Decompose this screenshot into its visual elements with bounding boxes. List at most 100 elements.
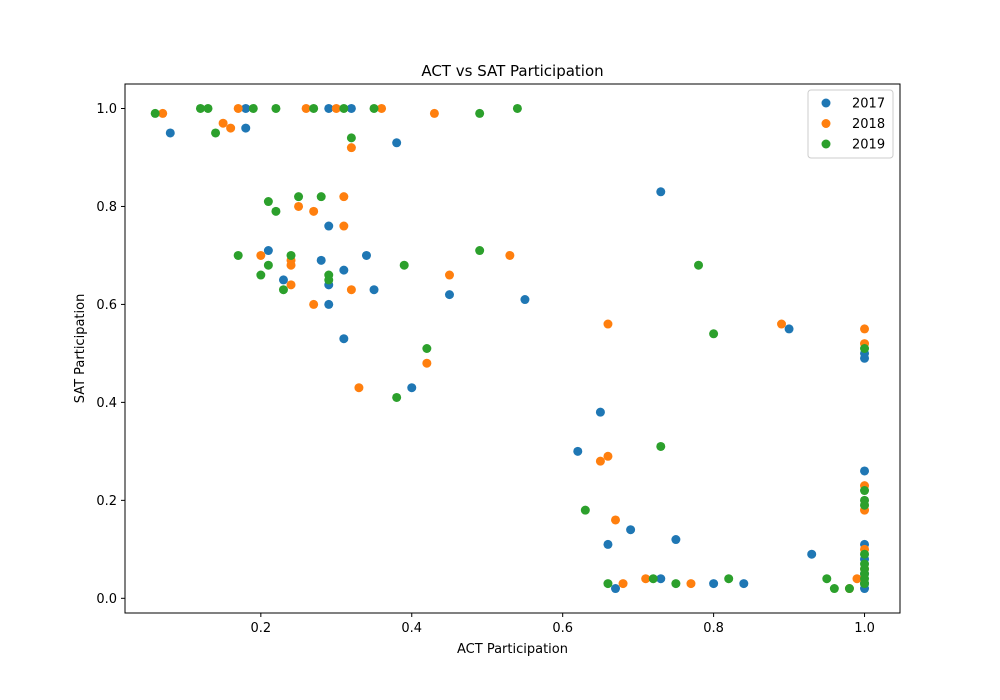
point-2017-33 <box>709 579 719 589</box>
point-2019-25 <box>422 344 432 353</box>
x-tick-label: 0.6 <box>552 621 573 636</box>
y-tick-label: 0.2 <box>96 494 117 509</box>
x-axis: 0.2 0.4 0.6 0.8 1.0 <box>250 613 875 636</box>
point-2019-24 <box>278 285 288 295</box>
point-2018-1 <box>233 103 243 113</box>
point-2019-20 <box>399 260 409 270</box>
x-tick-label: 0.2 <box>250 621 271 636</box>
point-2018-22 <box>354 383 364 393</box>
point-2017-34 <box>739 579 749 589</box>
point-2017-20 <box>784 324 794 334</box>
legend: 2017 2018 2019 <box>807 89 894 159</box>
y-tick-label: 0.8 <box>96 200 117 215</box>
point-2017-31 <box>656 574 666 584</box>
y-tick-label: 0.6 <box>96 298 117 313</box>
point-2017-11 <box>278 275 288 285</box>
point-2017-19 <box>656 187 666 197</box>
point-2019-29 <box>860 344 870 353</box>
point-2017-10 <box>339 265 349 275</box>
y-tick-label: 0.0 <box>96 592 117 607</box>
point-2019-11 <box>346 133 356 143</box>
point-2017-18 <box>407 383 417 393</box>
point-2019-41 <box>603 579 613 589</box>
point-2018-5 <box>429 108 439 118</box>
point-2017-4 <box>346 103 356 113</box>
y-axis-label: SAT Participation <box>73 294 88 404</box>
point-2018-2 <box>301 103 311 113</box>
point-2017-14 <box>324 299 334 309</box>
point-2018-8 <box>346 143 356 153</box>
point-2017-24 <box>573 446 583 456</box>
legend-label-2017: 2017 <box>852 97 885 112</box>
legend-marker-2017 <box>821 98 831 108</box>
point-2019-8 <box>475 108 485 118</box>
point-2019-5 <box>309 103 319 113</box>
point-2017-3 <box>324 103 334 113</box>
point-2019-30 <box>656 441 666 451</box>
point-2018-7 <box>226 123 236 133</box>
point-2017-13 <box>369 285 379 295</box>
point-2019-21 <box>256 270 266 280</box>
point-2017-5 <box>392 138 402 148</box>
point-2017-23 <box>595 407 605 417</box>
point-2018-0 <box>158 108 168 118</box>
point-2017-7 <box>324 221 334 231</box>
point-2019-1 <box>195 103 205 113</box>
point-2019-9 <box>512 103 522 113</box>
point-2019-13 <box>316 192 326 202</box>
point-2019-7 <box>369 103 379 113</box>
point-2018-12 <box>339 221 349 231</box>
point-2018-27 <box>603 451 613 461</box>
point-2018-16 <box>505 250 515 260</box>
point-2017-16 <box>520 295 530 305</box>
point-2019-34 <box>580 505 590 515</box>
plot-frame <box>124 83 901 614</box>
point-2018-4 <box>377 103 387 113</box>
y-tick-label: 1.0 <box>96 102 117 117</box>
point-2019-43 <box>671 579 681 589</box>
point-2017-22 <box>860 353 870 363</box>
point-2019-31 <box>860 486 870 496</box>
point-2019-16 <box>233 250 243 260</box>
point-2019-33 <box>860 500 870 510</box>
point-2019-26 <box>392 392 402 402</box>
point-2019-46 <box>829 584 839 594</box>
x-tick-label: 0.4 <box>401 621 422 636</box>
point-2018-13 <box>256 250 266 260</box>
point-2017-2 <box>241 123 251 133</box>
point-2019-35 <box>860 549 870 559</box>
x-tick-label: 1.0 <box>854 621 875 636</box>
point-2017-17 <box>339 334 349 344</box>
point-2019-4 <box>271 103 281 113</box>
point-2019-27 <box>694 260 704 270</box>
point-2019-45 <box>822 574 832 584</box>
point-2017-32 <box>611 584 621 594</box>
point-2017-27 <box>626 525 636 535</box>
point-2017-9 <box>361 250 371 260</box>
legend-label-2018: 2018 <box>852 117 885 132</box>
point-2018-17 <box>444 270 454 280</box>
point-2017-26 <box>671 535 681 545</box>
legend-marker-2018 <box>821 119 831 128</box>
point-2017-28 <box>603 539 613 549</box>
point-2018-35 <box>686 579 696 589</box>
point-2019-19 <box>263 260 273 270</box>
point-2019-23 <box>324 275 334 285</box>
legend-marker-2019 <box>821 139 831 149</box>
point-2018-10 <box>294 201 304 211</box>
point-2018-33 <box>641 574 651 584</box>
point-2018-15 <box>286 260 296 270</box>
point-2019-14 <box>263 197 273 207</box>
point-2017-30 <box>807 549 817 559</box>
point-2019-3 <box>248 103 258 113</box>
point-2018-21 <box>422 358 432 368</box>
point-2018-25 <box>860 324 870 334</box>
points-layer <box>150 103 870 594</box>
point-2018-34 <box>618 579 628 589</box>
point-2017-8 <box>316 255 326 265</box>
point-2018-9 <box>339 192 349 202</box>
point-2017-15 <box>444 290 454 300</box>
point-2019-12 <box>294 192 304 202</box>
point-2018-24 <box>777 319 787 329</box>
point-2018-6 <box>218 118 228 128</box>
